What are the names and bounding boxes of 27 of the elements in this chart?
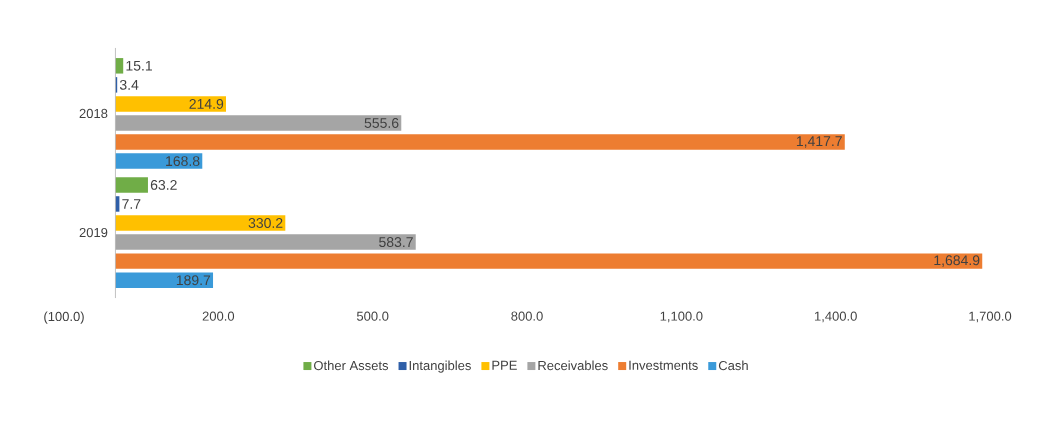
data-label: 1,417.7 [796,136,842,148]
data-label: 1,684.9 [934,255,980,267]
data-label: 583.7 [379,237,413,248]
data-label: 3.4 [119,79,139,90]
x-tick-label: 200.0 [202,311,235,321]
legend-label: Receivables [538,360,608,371]
x-tick-label: 1,100.0 [660,311,703,323]
x-tick-label: (100.0) [44,311,84,324]
data-label: 15.1 [126,60,152,71]
legend-label: Other Assets [314,360,389,371]
x-tick-label: 500.0 [356,311,389,321]
data-label: 168.8 [166,156,200,167]
data-label: 189.7 [176,275,211,286]
legend-label: Cash [718,360,748,371]
legend-label: Intangibles [409,360,471,373]
x-tick-label: 1,700.0 [969,311,1012,323]
data-label: 7.7 [122,199,141,209]
legend-label: PPE [492,360,517,370]
data-label: 63.2 [150,179,177,190]
y-tick-label: 2018 [79,108,108,119]
data-label: 330.2 [248,218,283,228]
y-tick-label: 2019 [79,227,108,238]
data-label: 555.6 [364,118,399,128]
legend-label: Investments [629,360,698,370]
x-tick-label: 1,400.0 [814,311,857,323]
x-tick-label: 800.0 [511,311,543,321]
data-label: 214.9 [189,98,224,109]
